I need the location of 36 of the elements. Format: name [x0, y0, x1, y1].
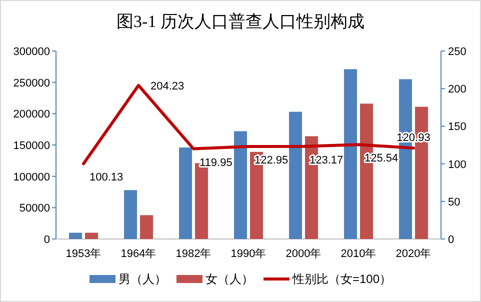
bar [344, 69, 357, 239]
y-tick-label: 0 [44, 234, 50, 246]
bar [140, 215, 153, 239]
y-tick-label: 100000 [13, 171, 50, 184]
y-tick-label: 50000 [19, 202, 50, 215]
data-label: 120.93 [396, 132, 430, 144]
x-tick-label: 2010年 [340, 248, 376, 260]
bar [234, 131, 247, 239]
legend-label: 性别比（女=100） [291, 272, 392, 286]
bar [179, 148, 192, 239]
y-tick-label: 300000 [13, 46, 50, 58]
bar [69, 232, 82, 239]
y-tick-label: 150000 [13, 140, 50, 152]
x-tick-label: 2000年 [286, 248, 322, 260]
x-tick-label: 1964年 [120, 248, 156, 260]
y2-tick-label: 100 [448, 158, 466, 171]
data-label: 204.23 [150, 80, 184, 92]
x-tick-label: 1990年 [230, 248, 266, 260]
legend-label: 男（人） [118, 272, 166, 286]
y-tick-label: 250000 [13, 77, 50, 90]
bar [289, 112, 302, 239]
x-tick-label: 1982年 [176, 248, 212, 260]
y2-tick-label: 200 [448, 84, 466, 96]
y2-tick-label: 150 [448, 121, 466, 134]
chart-title: 图3-1 历次人口普查人口性别构成 [116, 12, 364, 31]
x-tick-label: 1953年 [66, 248, 102, 260]
y2-tick-label: 0 [448, 234, 454, 246]
y2-tick-label: 50 [448, 196, 460, 208]
legend-label: 女（人） [205, 272, 254, 286]
data-label: 119.95 [200, 156, 232, 169]
data-label: 100.13 [90, 172, 124, 184]
bar [124, 190, 137, 239]
y-tick-label: 200000 [13, 108, 50, 121]
x-tick-label: 2020年 [396, 248, 432, 260]
bar [85, 232, 98, 239]
y2-tick-label: 250 [448, 46, 466, 58]
